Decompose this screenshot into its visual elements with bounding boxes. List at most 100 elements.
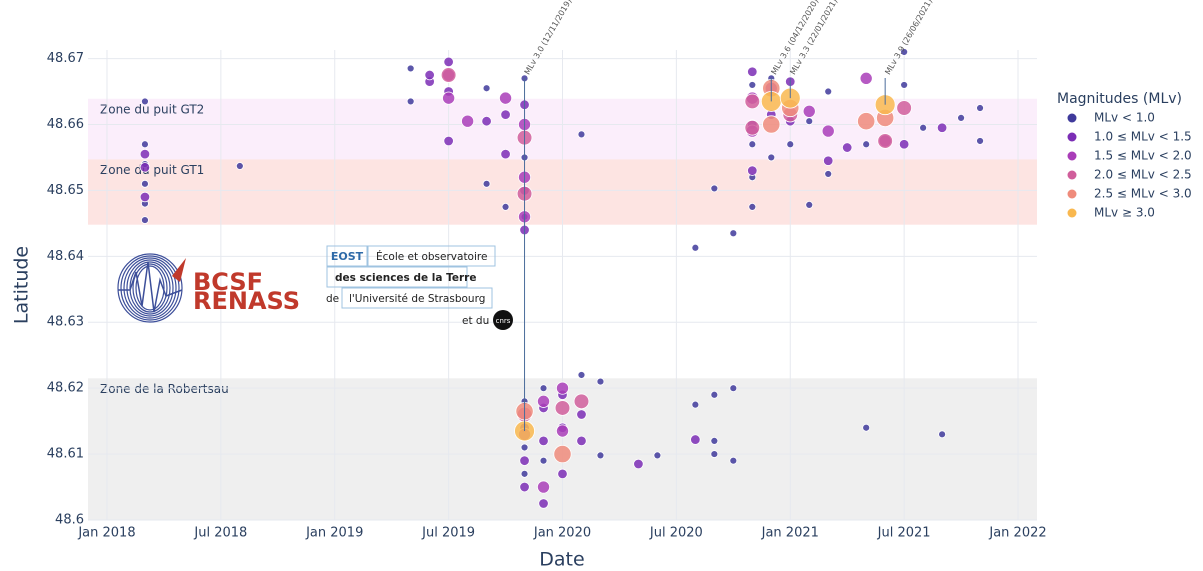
- data-point: [139, 162, 151, 173]
- legend-label: 2.5 ≤ MLv < 3.0: [1094, 187, 1192, 201]
- data-point: [900, 48, 909, 56]
- data-point: [139, 191, 151, 203]
- data-point: [744, 93, 761, 110]
- data-point: [554, 400, 571, 416]
- data-point: [805, 117, 814, 126]
- data-point: [406, 97, 415, 106]
- zone-label: Zone du puit GT1: [100, 163, 204, 177]
- data-point: [710, 450, 719, 458]
- data-point: [762, 115, 781, 134]
- data-point: [824, 87, 833, 96]
- data-point: [919, 123, 928, 132]
- data-point: [767, 153, 776, 162]
- legend-label: 1.0 ≤ MLv < 1.5: [1094, 130, 1192, 144]
- logo-wave: [120, 255, 180, 321]
- data-point: [440, 67, 457, 83]
- data-point: [141, 97, 149, 106]
- data-point: [691, 243, 700, 252]
- logo-text: BCSF: [193, 268, 263, 296]
- y-axis-title: Latitude: [11, 246, 33, 324]
- data-point: [786, 140, 795, 149]
- zone-label: Zone de la Robertsau: [100, 382, 229, 396]
- data-point: [862, 423, 871, 432]
- data-point: [499, 91, 513, 105]
- data-point: [481, 115, 492, 127]
- data-point: [500, 148, 511, 160]
- x-tick-label: Jan 2019: [305, 526, 363, 541]
- logo-text: cnrs: [496, 317, 511, 325]
- legend-label: MLv ≥ 3.0: [1094, 206, 1155, 220]
- logo-box: [341, 287, 493, 309]
- data-point: [537, 394, 551, 408]
- data-point: [235, 162, 244, 170]
- legend-label: MLv < 1.0: [1094, 111, 1155, 125]
- data-point: [539, 456, 548, 465]
- data-point: [824, 170, 833, 178]
- data-point: [857, 112, 876, 131]
- y-tick-label: 48.62: [47, 381, 84, 396]
- logo-text: de: [326, 293, 339, 305]
- data-point: [519, 455, 530, 466]
- data-point: [500, 109, 511, 120]
- x-tick-label: Jul 2021: [877, 526, 931, 541]
- data-point: [957, 113, 965, 122]
- data-point: [141, 179, 149, 188]
- data-point: [691, 400, 700, 409]
- data-point: [139, 148, 151, 160]
- data-point: [862, 140, 871, 149]
- data-point: [461, 114, 475, 128]
- data-point: [938, 430, 946, 439]
- data-point: [805, 201, 814, 209]
- logo-wave: [126, 259, 174, 317]
- data-point: [710, 184, 719, 193]
- data-point: [141, 216, 149, 224]
- data-point: [556, 424, 570, 438]
- logo-wave: [132, 263, 168, 313]
- logo-seismo: [118, 261, 183, 313]
- data-point: [821, 124, 835, 138]
- zone-label: Zone du puit GT2: [100, 102, 204, 116]
- data-point: [553, 444, 572, 464]
- y-tick-label: 48.65: [47, 183, 84, 198]
- data-point: [556, 381, 570, 395]
- logo-text: des sciences de la Terre: [335, 272, 476, 284]
- data-point: [520, 443, 529, 452]
- y-tick-label: 48.64: [47, 249, 84, 264]
- x-tick-label: Jul 2020: [649, 526, 703, 541]
- data-point: [519, 481, 530, 493]
- logo-text: École et observatoire: [376, 250, 487, 263]
- data-point: [537, 480, 551, 494]
- legend-marker: [1067, 151, 1077, 161]
- data-point: [802, 104, 816, 118]
- data-point: [653, 451, 662, 460]
- data-point: [482, 179, 491, 188]
- x-tick-label: Jul 2019: [421, 526, 475, 541]
- data-point: [859, 71, 873, 85]
- logo-text: RENASS: [193, 287, 300, 315]
- data-point: [573, 393, 590, 410]
- logo-text: EOST: [331, 250, 364, 263]
- data-point: [710, 390, 719, 399]
- logo-box: [367, 245, 496, 267]
- data-point: [748, 81, 757, 89]
- data-point: [842, 142, 853, 153]
- data-point: [748, 140, 757, 149]
- data-point: [976, 104, 984, 112]
- data-point: [482, 84, 491, 93]
- legend-marker: [1067, 132, 1077, 142]
- logo-text: et du: [462, 315, 489, 327]
- data-point: [877, 133, 893, 149]
- legend-label: 2.0 ≤ MLv < 2.5: [1094, 168, 1192, 182]
- data-point: [141, 140, 149, 149]
- data-point: [576, 409, 587, 420]
- x-tick-label: Jan 2021: [761, 526, 819, 541]
- data-point: [729, 456, 738, 465]
- data-point: [539, 384, 548, 393]
- x-tick-label: Jul 2018: [193, 526, 247, 541]
- data-point: [744, 119, 761, 136]
- y-tick-label: 48.63: [47, 315, 84, 330]
- data-point: [596, 451, 605, 460]
- logo-box: [326, 266, 468, 288]
- data-point: [896, 100, 912, 116]
